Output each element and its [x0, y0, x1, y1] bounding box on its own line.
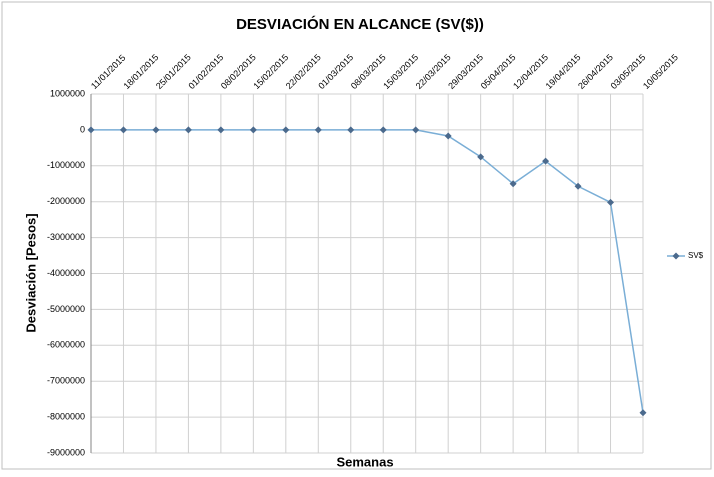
- y-tick-label: -1000000: [47, 160, 85, 170]
- y-tick-label: -9000000: [47, 447, 85, 457]
- y-tick-label: -6000000: [47, 340, 85, 350]
- point-marker: [574, 182, 582, 190]
- point-marker: [542, 157, 550, 165]
- point-marker: [282, 126, 290, 134]
- point-marker: [639, 409, 647, 417]
- legend-marker: [672, 252, 680, 260]
- x-axis-label: Semanas: [336, 454, 393, 469]
- y-tick-label: -4000000: [47, 268, 85, 278]
- y-tick-label: 1000000: [50, 88, 85, 98]
- point-marker: [217, 126, 225, 134]
- point-marker: [607, 198, 615, 206]
- legend-label: SV$: [688, 251, 704, 260]
- point-marker: [119, 126, 127, 134]
- point-marker: [477, 153, 485, 161]
- point-marker: [444, 132, 452, 140]
- y-tick-label: -5000000: [47, 304, 85, 314]
- point-marker: [412, 126, 420, 134]
- point-marker: [152, 126, 160, 134]
- y-tick-label: -7000000: [47, 376, 85, 386]
- y-tick-label: -3000000: [47, 232, 85, 242]
- chart-border: [1, 1, 712, 470]
- point-marker: [249, 126, 257, 134]
- y-tick-label: -2000000: [47, 196, 85, 206]
- point-marker: [379, 126, 387, 134]
- y-tick-label: -8000000: [47, 411, 85, 421]
- y-tick-label: 0: [80, 124, 85, 134]
- chart-title: DESVIACIÓN EN ALCANCE (SV($)): [236, 15, 484, 33]
- point-marker: [87, 126, 95, 134]
- point-marker: [314, 126, 322, 134]
- point-marker: [509, 180, 517, 188]
- point-marker: [184, 126, 192, 134]
- y-axis-label: Desviación [Pesos]: [23, 213, 38, 332]
- point-marker: [347, 126, 355, 134]
- series-line: [91, 129, 644, 413]
